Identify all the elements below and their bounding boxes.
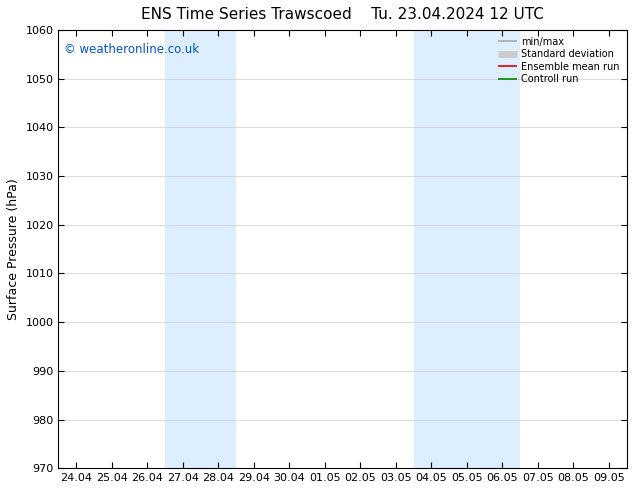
Bar [413, 30, 520, 468]
Y-axis label: Surface Pressure (hPa): Surface Pressure (hPa) [7, 178, 20, 320]
Legend: min/max, Standard deviation, Ensemble mean run, Controll run: min/max, Standard deviation, Ensemble me… [494, 33, 624, 88]
Bar [165, 30, 236, 468]
Title: ENS Time Series Trawscoed    Tu. 23.04.2024 12 UTC: ENS Time Series Trawscoed Tu. 23.04.2024… [141, 7, 544, 22]
Text: © weatheronline.co.uk: © weatheronline.co.uk [64, 43, 199, 56]
